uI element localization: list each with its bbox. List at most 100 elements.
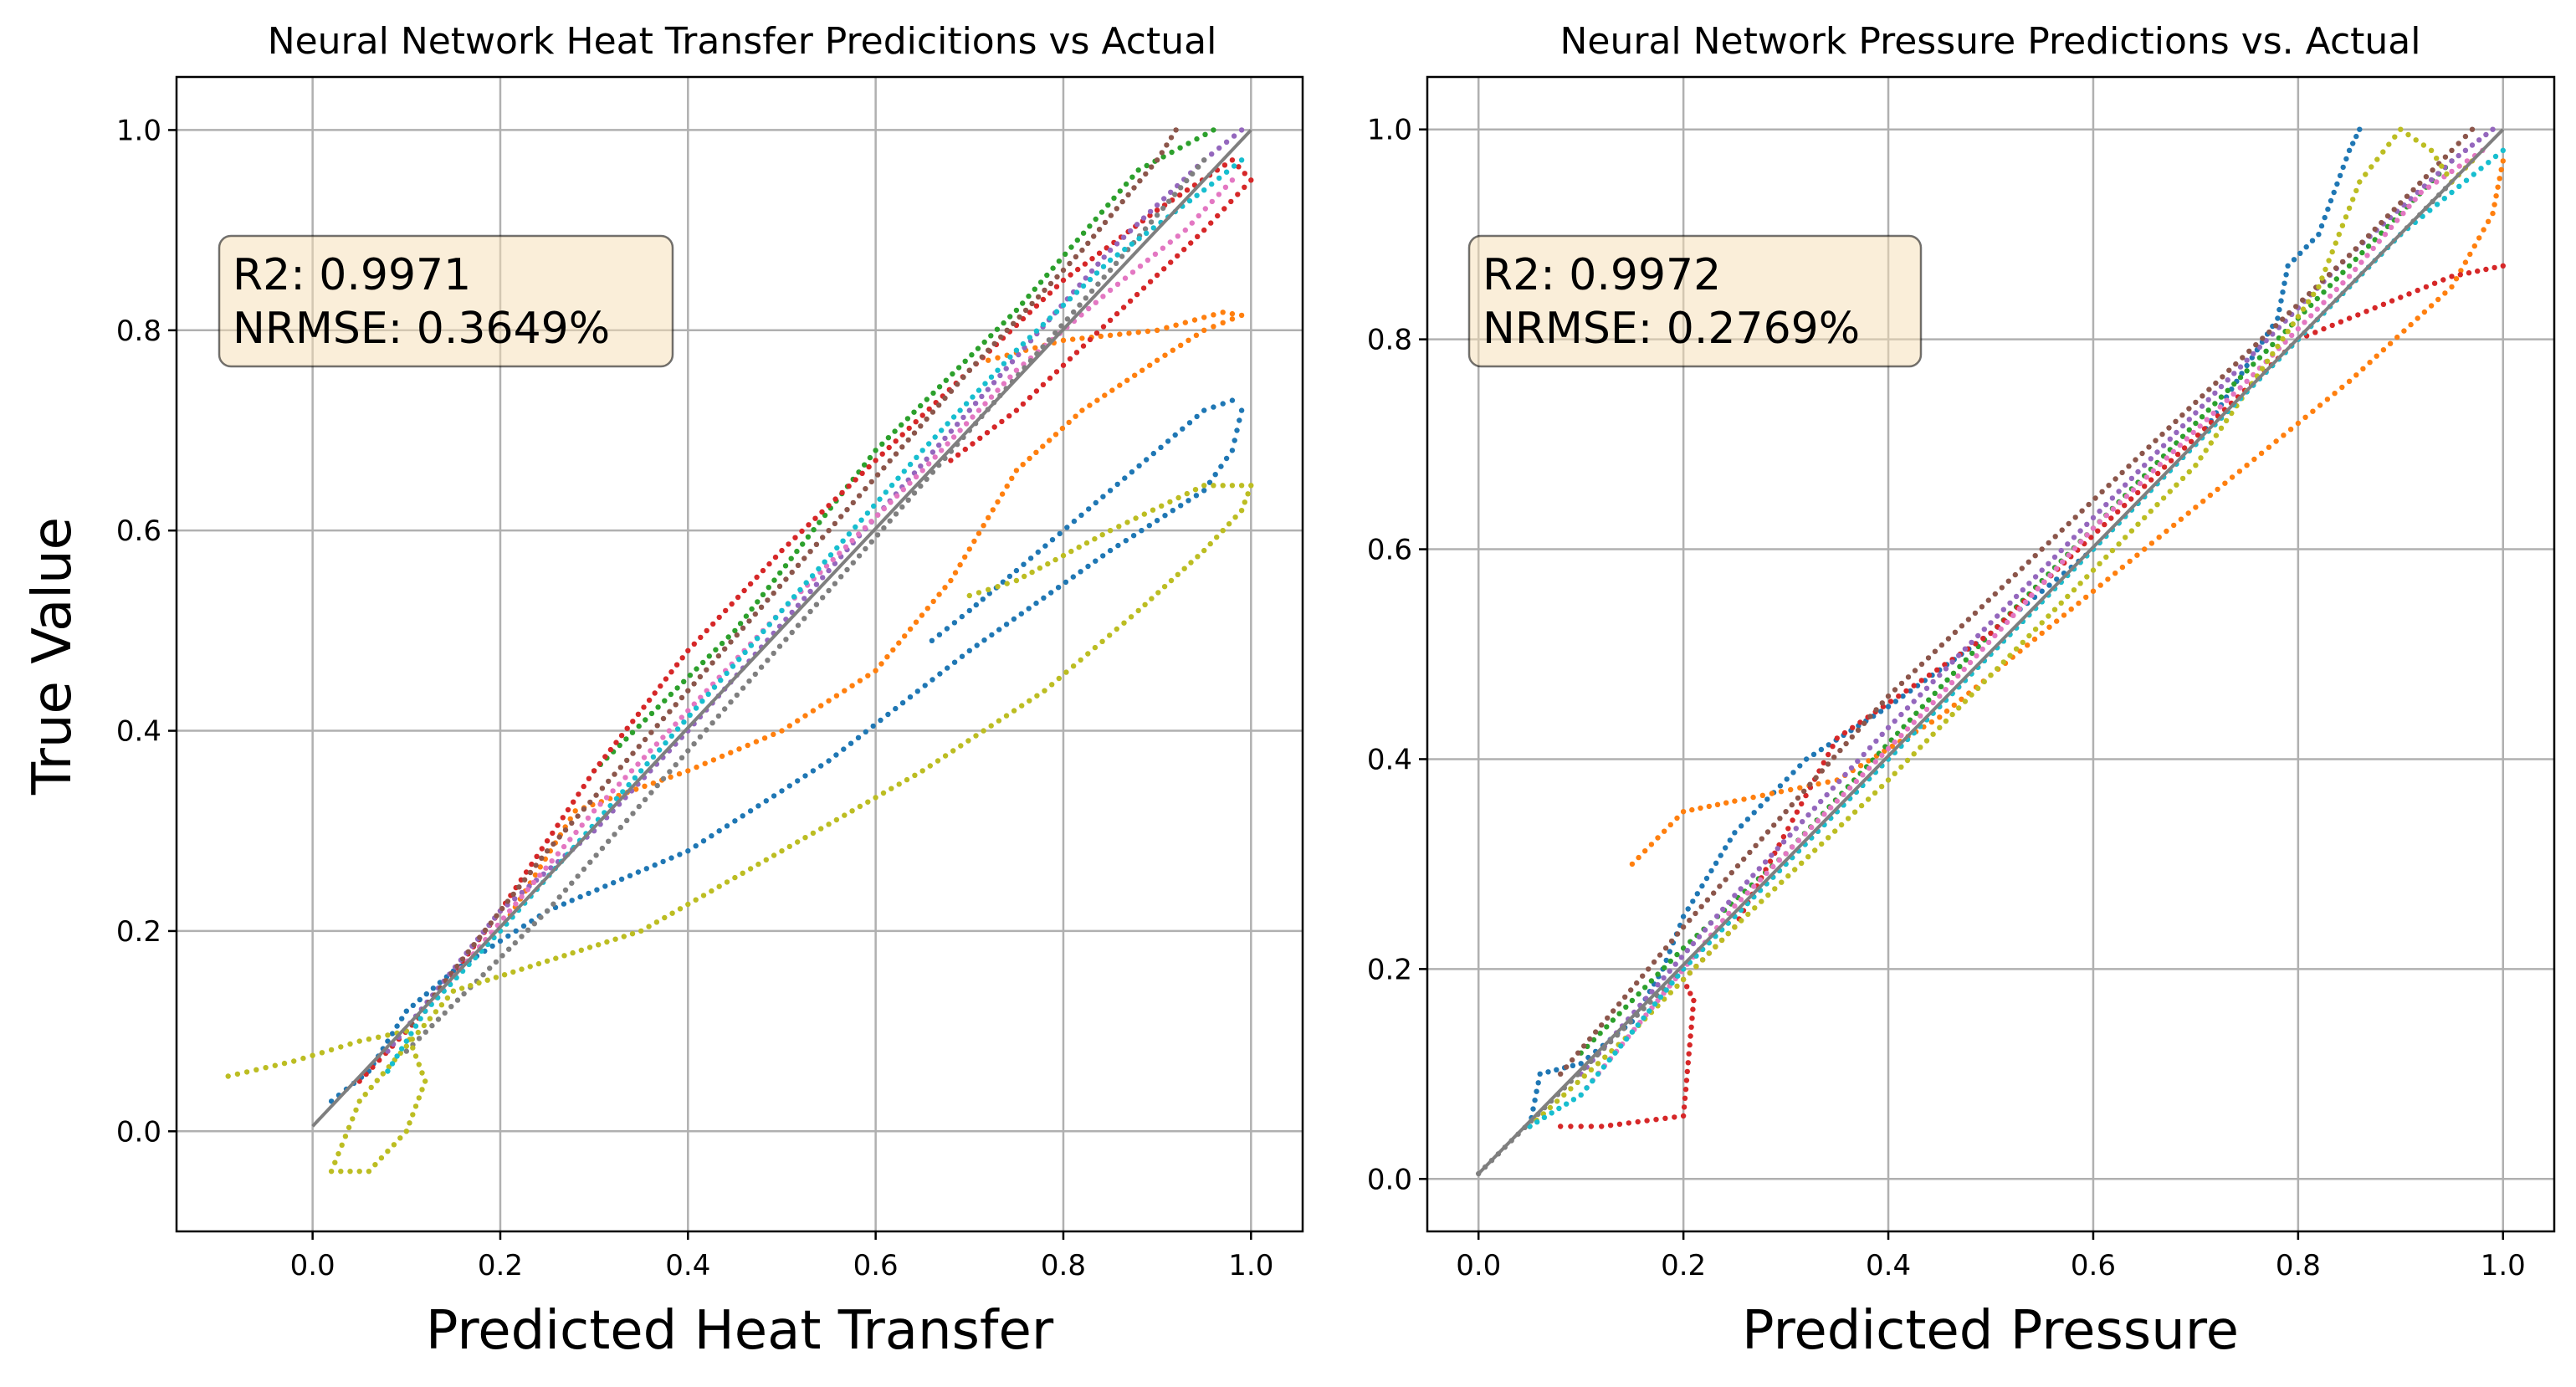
heat-transfer-data-point — [668, 669, 674, 675]
heat-transfer-data-point — [403, 1038, 409, 1044]
heat-transfer-data-point — [1013, 577, 1020, 584]
heat-transfer-data-point — [1196, 164, 1201, 170]
pressure-data-point — [2379, 219, 2384, 226]
pressure-data-point — [1588, 1123, 1595, 1129]
heat-transfer-data-point — [1201, 407, 1207, 413]
pressure-data-point — [2046, 582, 2052, 588]
heat-transfer-data-point — [857, 678, 863, 683]
heat-transfer-data-point — [694, 764, 699, 770]
heat-transfer-data-point — [624, 817, 630, 823]
pressure-data-point — [2410, 187, 2416, 193]
pressure-data-point — [1772, 886, 1778, 892]
heat-transfer-data-point — [1107, 547, 1114, 554]
pressure-data-point — [2404, 193, 2410, 199]
pressure-data-point — [1674, 983, 1680, 990]
heat-transfer-y-tick-label: 0.6 — [116, 514, 161, 548]
heat-transfer-data-point — [409, 1036, 415, 1042]
heat-transfer-data-point — [981, 339, 987, 345]
heat-transfer-data-point — [1089, 256, 1095, 262]
heat-transfer-data-point — [635, 869, 642, 875]
heat-transfer-data-point — [907, 626, 914, 632]
pressure-data-point — [2308, 313, 2314, 319]
pressure-data-point — [1795, 837, 1802, 843]
pressure-data-point — [2148, 540, 2155, 546]
heat-transfer-data-point — [913, 419, 919, 425]
heat-transfer-data-point — [1096, 227, 1103, 233]
pressure-data-point — [2106, 483, 2112, 489]
heat-transfer-data-point — [822, 559, 827, 565]
pressure-data-point — [1606, 1057, 1612, 1063]
pressure-data-point — [1667, 968, 1672, 975]
pressure-data-point — [2425, 184, 2432, 190]
pressure-data-point — [1843, 740, 1849, 747]
pressure-data-point — [1699, 883, 1705, 889]
pressure-data-point — [2415, 287, 2420, 294]
pressure-data-point — [1879, 700, 1885, 706]
heat-transfer-data-point — [353, 1107, 359, 1113]
heat-transfer-data-point — [1242, 171, 1248, 177]
heat-transfer-data-point — [893, 451, 899, 457]
heat-transfer-data-point — [1177, 145, 1183, 151]
heat-transfer-data-point — [951, 620, 958, 626]
heat-transfer-data-point — [319, 1050, 325, 1056]
heat-transfer-data-point — [805, 534, 812, 540]
heat-transfer-data-point — [1145, 257, 1151, 264]
pressure-data-point — [1799, 801, 1805, 807]
pressure-data-point — [1918, 745, 1923, 750]
heat-transfer-y-tick-label: 0.0 — [116, 1115, 161, 1149]
heat-transfer-data-point — [924, 416, 930, 422]
heat-transfer-x-tick-label: 1.0 — [1228, 1249, 1273, 1282]
heat-transfer-data-point — [1100, 294, 1106, 299]
pressure-data-point — [2212, 401, 2218, 407]
heat-transfer-data-point — [1154, 212, 1160, 218]
heat-transfer-data-point — [779, 547, 785, 554]
pressure-data-point — [2319, 275, 2325, 281]
heat-transfer-data-point — [1075, 266, 1081, 273]
heat-transfer-data-point — [901, 468, 908, 474]
pressure-data-point — [1713, 944, 1718, 949]
pressure-data-point — [2421, 183, 2428, 189]
heat-transfer-data-point — [636, 744, 642, 750]
heat-transfer-data-point — [586, 944, 593, 950]
pressure-data-point — [1564, 1064, 1570, 1070]
pressure-data-point — [2398, 294, 2404, 300]
heat-transfer-data-point — [697, 734, 704, 740]
heat-transfer-data-point — [1223, 455, 1230, 462]
pressure-data-point — [2353, 187, 2359, 194]
pressure-data-point — [2026, 632, 2032, 639]
heat-transfer-data-point — [291, 1058, 297, 1064]
heat-transfer-data-point — [802, 773, 808, 779]
pressure-data-point — [2039, 630, 2045, 637]
heat-transfer-data-point — [842, 812, 848, 818]
pressure-data-point — [2387, 340, 2394, 346]
heat-transfer-data-point — [530, 879, 537, 886]
heat-transfer-data-point — [849, 683, 855, 688]
heat-transfer-data-point — [654, 782, 660, 789]
pressure-data-point — [2179, 475, 2186, 482]
pressure-data-point — [1918, 661, 1925, 668]
pressure-data-point — [2061, 612, 2067, 618]
pressure-data-point — [1862, 720, 1867, 726]
heat-transfer-data-point — [1082, 261, 1088, 267]
heat-transfer-data-point — [853, 477, 858, 483]
heat-transfer-data-point — [577, 893, 583, 900]
pressure-data-point — [1708, 920, 1714, 926]
pressure-data-point — [1988, 672, 1994, 678]
heat-transfer-data-point — [1136, 463, 1142, 468]
pressure-data-point — [1855, 758, 1861, 765]
heat-transfer-data-point — [905, 437, 911, 443]
heat-transfer-data-point — [807, 549, 813, 555]
heat-transfer-panel: Neural Network Heat Transfer Predicition… — [22, 20, 1304, 1362]
heat-transfer-data-point — [1049, 537, 1056, 543]
pressure-data-point — [1797, 763, 1803, 769]
pressure-data-point — [1723, 877, 1728, 883]
pressure-data-point — [2237, 374, 2244, 381]
pressure-data-point — [2092, 495, 2098, 501]
pressure-data-point — [1819, 841, 1825, 847]
heat-transfer-data-point — [755, 599, 761, 605]
heat-transfer-data-point — [638, 768, 644, 774]
heat-transfer-data-point — [859, 470, 865, 476]
pressure-data-point — [2386, 141, 2392, 147]
heat-transfer-data-point — [936, 384, 943, 390]
heat-transfer-data-point — [328, 1169, 335, 1175]
